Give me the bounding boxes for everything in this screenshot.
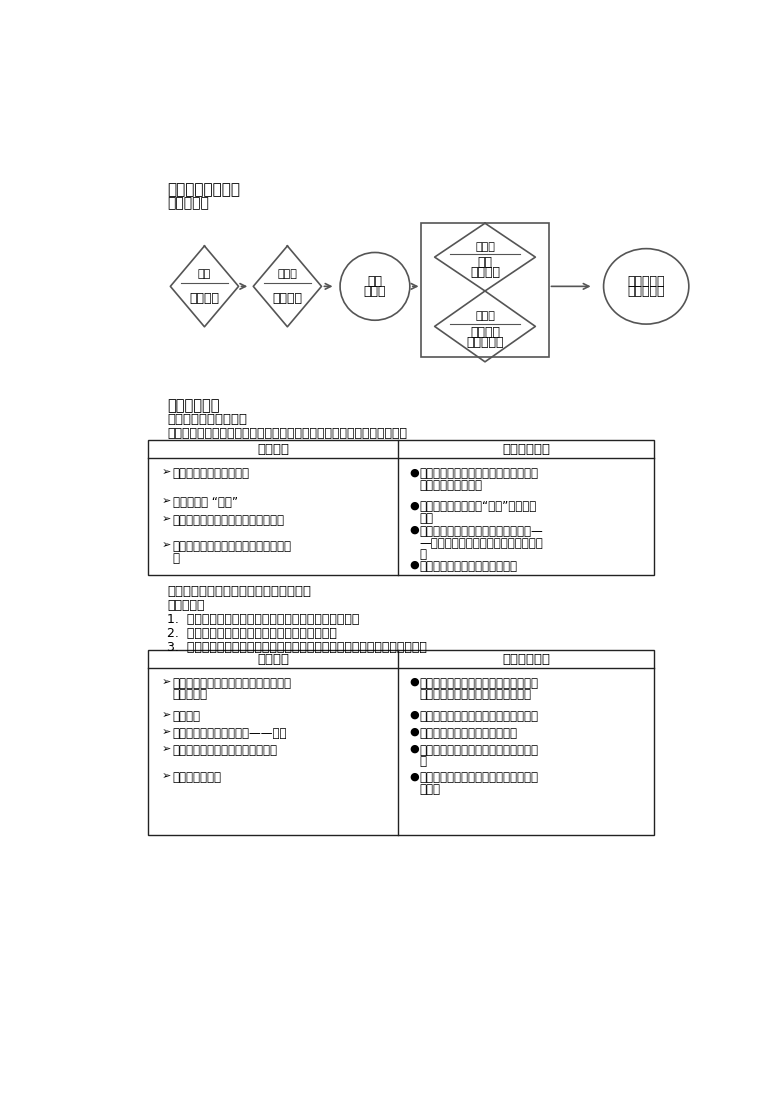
Text: 寻找血管: 寻找血管 xyxy=(272,292,303,306)
Text: 与功能适应: 与功能适应 xyxy=(627,275,665,288)
Text: ➢: ➢ xyxy=(161,468,171,478)
Text: 活动一: 活动一 xyxy=(278,269,297,279)
Text: 1.  通过对比观察动脉、静脉的结构，了解其结构特点。: 1. 通过对比观察动脉、静脉的结构，了解其结构特点。 xyxy=(167,613,360,625)
Text: 归纳结构特点（管壁厚薄，弹性大小）: 归纳结构特点（管壁厚薄，弹性大小） xyxy=(420,710,539,722)
Text: 阅读教材，找到动脉、静脉的功能: 阅读教材，找到动脉、静脉的功能 xyxy=(172,743,278,757)
Text: 引导学生根据血管的结构与功能辨别血: 引导学生根据血管的结构与功能辨别血 xyxy=(420,771,539,784)
Text: ●: ● xyxy=(409,468,419,478)
Text: —动脉，指出动脉一般分布在身体较深: —动脉，指出动脉一般分布在身体较深 xyxy=(420,537,544,549)
Text: 管种类: 管种类 xyxy=(420,783,441,796)
Text: 学生交流: 学生交流 xyxy=(172,710,200,722)
Text: ➢: ➢ xyxy=(161,496,171,506)
Text: 学生活动: 学生活动 xyxy=(257,443,289,457)
Text: 活动目标：通过生活经验及课堂体验活动，认识三种血管的种类及分布。: 活动目标：通过生活经验及课堂体验活动，认识三种血管的种类及分布。 xyxy=(167,427,407,440)
Text: ●: ● xyxy=(409,727,419,737)
Text: 辨别血管的种类: 辨别血管的种类 xyxy=(172,771,222,784)
Text: 活动一：寻找人体血管: 活动一：寻找人体血管 xyxy=(167,414,247,427)
Text: 能: 能 xyxy=(420,756,427,769)
Text: 情景: 情景 xyxy=(198,269,211,279)
Text: ●: ● xyxy=(409,525,419,535)
Text: 能的结构: 能的结构 xyxy=(470,325,500,339)
Text: 静脉: 静脉 xyxy=(477,256,492,269)
Text: 确定这些被人们称为“青筋”的结构是: 确定这些被人们称为“青筋”的结构是 xyxy=(420,501,537,513)
Text: 2.  通过阅读教材内容，了解动脉、静脉的功能。: 2. 通过阅读教材内容，了解动脉、静脉的功能。 xyxy=(167,627,337,640)
Bar xyxy=(148,440,654,575)
Text: 异，并记录: 异，并记录 xyxy=(172,688,207,702)
Text: ●: ● xyxy=(409,559,419,570)
Text: 活动二：观察比较动脉与静脉的结构差异: 活动二：观察比较动脉与静脉的结构差异 xyxy=(167,585,311,598)
Text: 读图发现静脉的特殊结构——瓣膜: 读图发现静脉的特殊结构——瓣膜 xyxy=(172,727,287,740)
Text: 小组合作观察寻找动脉、静脉的结构差: 小组合作观察寻找动脉、静脉的结构差 xyxy=(172,677,292,689)
Text: 指导学生观察：目测管壁差异，并使用: 指导学生观察：目测管壁差异，并使用 xyxy=(420,677,539,689)
Text: ●: ● xyxy=(409,743,419,753)
Text: 种类: 种类 xyxy=(367,275,382,288)
Text: 六、教学内容组织: 六、教学内容组织 xyxy=(167,182,240,197)
Text: ➢: ➢ xyxy=(161,514,171,524)
Text: 通过手指按压感受脉掃跳动认识动脉: 通过手指按压感受脉掃跳动认识动脉 xyxy=(172,514,285,527)
Text: 『流程图』: 『流程图』 xyxy=(167,196,209,211)
Text: 血管的结构: 血管的结构 xyxy=(627,285,665,298)
Text: 3.  通过分析动、静脉的功能差异，了解动、静脉的结构与功能是相适应的。: 3. 通过分析动、静脉的功能差异，了解动、静脉的结构与功能是相适应的。 xyxy=(167,641,427,654)
Text: 读图分析：血管的分布广: 读图分析：血管的分布广 xyxy=(172,468,250,480)
Text: 图示静脉中瓣膜可防止血液倒流: 图示静脉中瓣膜可防止血液倒流 xyxy=(420,727,518,740)
Text: 两把镞子扯动拉一拉感受血管的特点: 两把镞子扯动拉一拉感受血管的特点 xyxy=(420,688,532,702)
Text: 导入课题: 导入课题 xyxy=(190,292,219,306)
Text: 『活动设计』: 『活动设计』 xyxy=(167,398,220,413)
Bar xyxy=(421,223,548,357)
Text: 活动目标：: 活动目标： xyxy=(167,599,204,612)
Text: 活动三: 活动三 xyxy=(475,311,495,321)
Text: 教师指导要点: 教师指导要点 xyxy=(502,653,550,665)
Text: 教师指导要点: 教师指导要点 xyxy=(502,443,550,457)
Text: 比较动、: 比较动、 xyxy=(470,266,500,279)
Text: ➢: ➢ xyxy=(161,540,171,550)
Text: 处: 处 xyxy=(420,548,427,561)
Text: ➢: ➢ xyxy=(161,677,171,687)
Text: ●: ● xyxy=(409,710,419,720)
Text: 跳动的是人体中隐藏着的另一种血管—: 跳动的是人体中隐藏着的另一种血管— xyxy=(420,525,544,538)
Text: 通过生活中常见的手指验血认识毛细血: 通过生活中常见的手指验血认识毛细血 xyxy=(172,540,292,554)
Text: ➢: ➢ xyxy=(161,743,171,753)
Text: ●: ● xyxy=(409,501,419,511)
Text: 能特点分为三种类型: 能特点分为三种类型 xyxy=(420,479,483,492)
Text: 血管的: 血管的 xyxy=(363,285,386,298)
Text: 寻找适应功: 寻找适应功 xyxy=(466,335,504,349)
Bar xyxy=(148,650,654,835)
Text: ➢: ➢ xyxy=(161,727,171,737)
Text: 活动二: 活动二 xyxy=(475,242,495,251)
Text: 指导学生阅读教材寻找动脉、静脉的功: 指导学生阅读教材寻找动脉、静脉的功 xyxy=(420,743,539,757)
Text: ➢: ➢ xyxy=(161,771,171,781)
Text: 说明遍布全身的血管是毛细血管: 说明遍布全身的血管是毛细血管 xyxy=(420,559,518,572)
Text: ●: ● xyxy=(409,771,419,781)
Text: ●: ● xyxy=(409,677,419,687)
Text: 管: 管 xyxy=(172,552,179,565)
Text: 寻找手背的 “青筋”: 寻找手背的 “青筋” xyxy=(172,496,238,508)
Text: ➢: ➢ xyxy=(161,710,171,720)
Text: 静脉: 静脉 xyxy=(420,512,434,525)
Text: 学生活动: 学生活动 xyxy=(257,653,289,665)
Text: 引导说明血管遍布全身，根据结构与功: 引导说明血管遍布全身，根据结构与功 xyxy=(420,468,539,480)
